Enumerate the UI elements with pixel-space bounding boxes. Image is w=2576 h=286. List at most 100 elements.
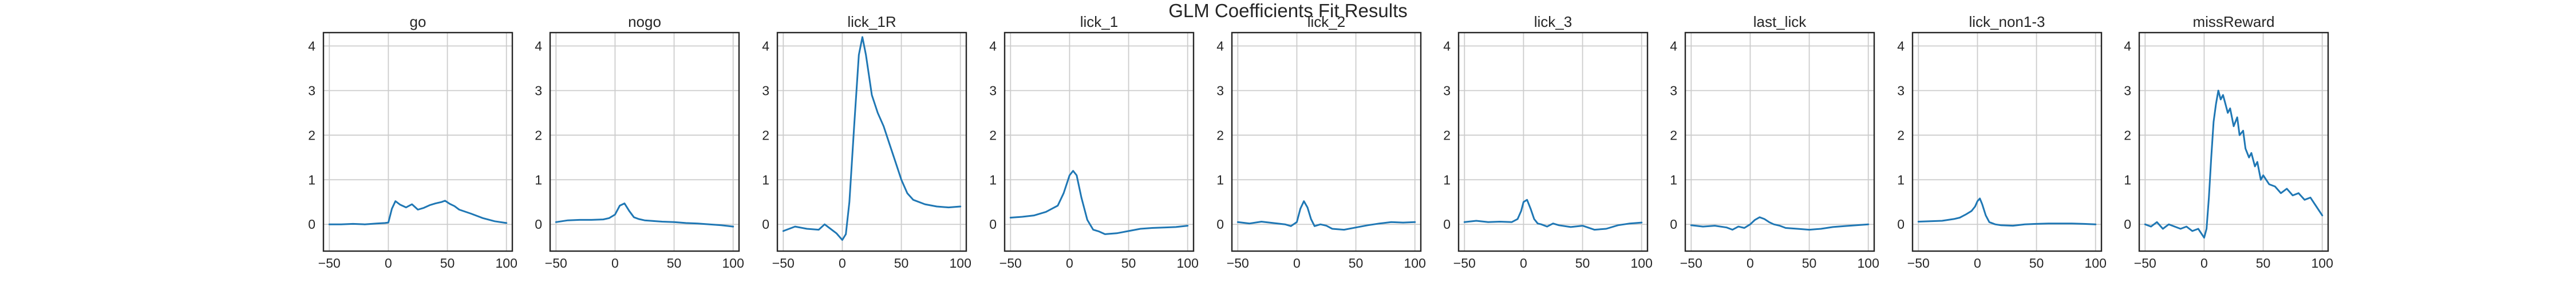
x-tick-label: 50 [667, 256, 682, 271]
y-tick-label: 0 [1443, 217, 1451, 232]
x-tick-label: −50 [1680, 256, 1702, 271]
y-tick-label: 3 [1897, 83, 1905, 98]
y-tick-label: 1 [762, 172, 769, 187]
x-tick-label: 50 [1575, 256, 1590, 271]
x-tick-label: 0 [839, 256, 846, 271]
x-tick-label: 50 [440, 256, 455, 271]
x-tick-label: 0 [1747, 256, 1754, 271]
y-tick-label: 2 [535, 128, 542, 142]
series-line-lick-2 [1236, 200, 1416, 231]
y-tick-label: 3 [1443, 83, 1451, 98]
axes-frame [1684, 31, 1875, 252]
panel-lick-non1-3: −50 0 50 100 0 1 2 3 4 lick_non1-3 [1897, 13, 2107, 271]
panel-title: lick_non1-3 [1969, 13, 2045, 30]
y-tick-label: 3 [2124, 83, 2131, 98]
x-tick-label: −50 [1907, 256, 1930, 271]
series-line-lick-3 [1463, 198, 1643, 231]
y-tick-label: 4 [1443, 38, 1451, 53]
panel-title: missReward [2192, 13, 2274, 30]
x-tick-label: −50 [772, 256, 795, 271]
y-tick-label: 1 [535, 172, 542, 187]
x-tick-label: 0 [385, 256, 392, 271]
panel-title: lick_1 [1080, 13, 1118, 30]
axes-frame [2138, 31, 2329, 252]
y-tick-label: 1 [1443, 172, 1451, 187]
x-tick-label: −50 [2134, 256, 2156, 271]
panel-title: lick_2 [1307, 13, 1345, 30]
y-tick-label: 0 [1216, 217, 1224, 232]
y-tick-label: 4 [989, 38, 997, 53]
y-tick-label: 0 [1897, 217, 1905, 232]
panel-title: lick_1R [847, 13, 896, 30]
y-tick-label: 1 [1216, 172, 1224, 187]
y-tick-label: 2 [308, 128, 315, 142]
axes-frame [1457, 31, 1649, 252]
y-tick-label: 0 [989, 217, 997, 232]
x-tick-label: 0 [611, 256, 619, 271]
y-tick-label: 4 [1670, 38, 1677, 53]
x-tick-label: 100 [1631, 256, 1653, 271]
series-line-lick-1 [1009, 170, 1189, 235]
axes-frame [549, 31, 740, 252]
y-tick-label: 2 [1216, 128, 1224, 142]
x-tick-label: 0 [1974, 256, 1981, 271]
x-tick-label: 50 [2256, 256, 2271, 271]
panel-title: nogo [628, 13, 661, 30]
panel-title: lick_3 [1534, 13, 1572, 30]
x-tick-label: −50 [1227, 256, 1249, 271]
y-tick-label: 3 [762, 83, 769, 98]
y-tick-label: 0 [535, 217, 542, 232]
x-tick-label: −50 [1453, 256, 1476, 271]
x-tick-label: 0 [2200, 256, 2208, 271]
panel-missreward: −50 0 50 100 0 1 2 3 4 missReward [2124, 13, 2333, 271]
y-tick-label: 1 [989, 172, 997, 187]
x-tick-label: 100 [1858, 256, 1879, 271]
x-tick-label: 100 [1404, 256, 1426, 271]
x-tick-label: 100 [2085, 256, 2107, 271]
panel-go: −50 0 50 100 0 1 2 3 4 go [308, 13, 517, 271]
x-tick-label: 50 [1349, 256, 1364, 271]
series-line-missreward [2144, 89, 2324, 239]
panel-lick-1r: −50 0 50 100 0 1 2 3 4 lick_1R [762, 13, 971, 271]
x-tick-label: −50 [545, 256, 567, 271]
y-tick-label: 2 [1443, 128, 1451, 142]
y-tick-label: 3 [1216, 83, 1224, 98]
y-tick-label: 0 [762, 217, 769, 232]
series-line-go [328, 200, 508, 225]
x-tick-label: 100 [1177, 256, 1199, 271]
x-tick-label: 0 [1293, 256, 1301, 271]
y-tick-label: 1 [1897, 172, 1905, 187]
y-tick-label: 0 [1670, 217, 1677, 232]
y-tick-label: 1 [1670, 172, 1677, 187]
y-tick-label: 4 [1216, 38, 1224, 53]
axes-frame [322, 31, 513, 252]
panel-last-lick: −50 0 50 100 0 1 2 3 4 last_lick [1670, 13, 1879, 271]
panel-nogo: −50 0 50 100 0 1 2 3 4 nogo [535, 13, 744, 271]
y-tick-label: 1 [308, 172, 315, 187]
axes-frame [1911, 31, 2103, 252]
y-tick-label: 2 [1897, 128, 1905, 142]
panel-title: last_lick [1753, 13, 1807, 30]
y-tick-label: 4 [762, 38, 769, 53]
axes-frame [1231, 31, 1422, 252]
y-tick-label: 2 [989, 128, 997, 142]
panel-lick-3: −50 0 50 100 0 1 2 3 4 lick_3 [1443, 13, 1653, 271]
x-tick-label: 100 [496, 256, 517, 271]
y-tick-label: 1 [2124, 172, 2131, 187]
y-tick-label: 0 [2124, 217, 2131, 232]
x-tick-label: 50 [894, 256, 909, 271]
panel-lick-2: −50 0 50 100 0 1 2 3 4 lick_2 [1216, 13, 1426, 271]
y-tick-label: 4 [1897, 38, 1905, 53]
series-line-last-lick [1690, 216, 1870, 231]
x-tick-label: 50 [1121, 256, 1136, 271]
y-tick-label: 2 [1670, 128, 1677, 142]
x-tick-label: 50 [2029, 256, 2044, 271]
series-line-nogo [555, 202, 734, 228]
y-tick-label: 4 [535, 38, 542, 53]
series-line-lick-non1-3 [1917, 197, 2097, 227]
panel-title: go [410, 13, 426, 30]
x-tick-label: 0 [1066, 256, 1073, 271]
